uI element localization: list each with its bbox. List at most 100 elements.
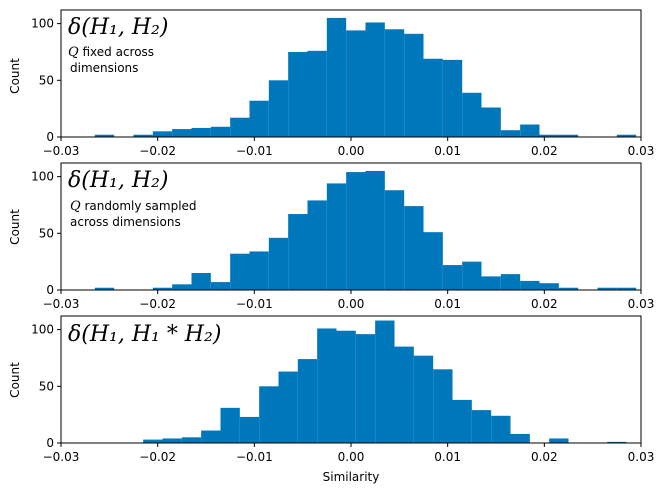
- panel-3-xtick-label-5: 0.02: [531, 450, 558, 464]
- panel-2-bar-14: [384, 190, 405, 290]
- panel-3-xtick-label-2: −0.01: [236, 450, 273, 464]
- panel-3-ytick-label-50: 50: [39, 379, 54, 393]
- panel-3-ytick-label-100: 100: [31, 323, 54, 337]
- panel-1-bar-23: [539, 134, 559, 137]
- panel-2-bar-8: [268, 237, 289, 290]
- panel-3-bar-3: [181, 437, 202, 443]
- panel-1-xtick-label-6: 0.03: [628, 144, 655, 158]
- panel-1-bar-11: [307, 50, 327, 138]
- panel-2-bar-23: [558, 287, 579, 290]
- panel-2-bar-15: [404, 206, 424, 290]
- panel-1-xtick-label-1: −0.02: [139, 144, 176, 158]
- panel-2-ylabel: Count: [8, 209, 22, 245]
- panel-2-annotation-line2: across dimensions: [70, 215, 181, 229]
- panel-1-bar-10: [288, 51, 308, 138]
- x-axis-label: Similarity: [323, 470, 380, 484]
- panel-3-bar-16: [433, 369, 453, 443]
- panel-2-annotation-math: δ(H₁, H₂): [68, 168, 168, 193]
- panel-2-xtick-label-3: 0.00: [338, 297, 365, 311]
- panel-2-ytick-label-0: 0: [46, 283, 54, 297]
- panel-2-bar-10: [307, 200, 327, 290]
- panel-3-bar-15: [413, 355, 434, 443]
- panel-2-xtick-label-6: 0.03: [628, 297, 655, 311]
- panel-1-plot: 0 50 100 −0.03 −0.02 −0.01 0.00 0.01 0.02 0.03: [31, 9, 655, 158]
- panel-1-xtick-label-0: −0.03: [43, 144, 80, 158]
- panel-1-annotation-math: δ(H₁, H₂): [68, 15, 168, 40]
- panel-3-bar-4: [201, 430, 221, 443]
- panel-2-bar-13: [365, 170, 385, 290]
- panel-2-xtick-label-0: −0.03: [43, 297, 80, 311]
- panel-2-bar-25: [616, 287, 637, 290]
- panel-1-bar-6: [210, 126, 231, 137]
- panel-3: Count δ(H₁, H₁ * H₂): [8, 322, 221, 398]
- panel-1-bar-15: [384, 29, 405, 137]
- panel-3-ylabel: Count: [8, 362, 22, 398]
- panel-3-ytick-label-0: 0: [46, 436, 54, 450]
- panel-2: Count δ(H₁, H₂) Q randomly sampled acros…: [8, 168, 197, 245]
- panel-2-bar-22: [539, 283, 559, 290]
- panel-3-bar-12: [355, 334, 376, 443]
- panel-2-bar-18: [462, 261, 482, 290]
- panel-2-bar-7: [249, 251, 269, 290]
- panel-3-bar-20: [510, 433, 530, 443]
- panel-2-bar-12: [346, 172, 366, 290]
- panel-3-xtick-label-4: 0.01: [434, 450, 461, 464]
- panel-1-xtick-label-5: 0.02: [531, 144, 558, 158]
- panel-2-annotation-line1: Q randomly sampled: [70, 199, 197, 214]
- panel-1-bar-7: [230, 117, 250, 137]
- panel-2-bar-2: [152, 287, 173, 290]
- panel-3-plot: 0 50 100 −0.03 −0.02 −0.01 0.00 0.01 0.02 0.03: [31, 315, 654, 464]
- panel-1-bar-5: [191, 127, 211, 137]
- panel-3-bar-9: [297, 359, 318, 443]
- panel-1-bar-14: [365, 22, 385, 138]
- panel-2-bar-20: [500, 274, 521, 290]
- panel-1-bar-19: [462, 92, 482, 137]
- panel-2-bar-5: [210, 282, 231, 290]
- panel-2-bar-4: [191, 272, 211, 290]
- panel-2-bar-9: [288, 214, 308, 290]
- panel-2-bar-3: [172, 284, 192, 290]
- panel-1-ytick-label-0: 0: [46, 130, 54, 144]
- panel-3-bar-6: [239, 416, 260, 443]
- panel-1-bar-17: [423, 58, 443, 138]
- panel-2-bar-6: [230, 253, 250, 290]
- panel-1-ytick-label-50: 50: [39, 73, 54, 87]
- panel-2-bar-11: [326, 183, 347, 290]
- panel-1-bar-20: [481, 107, 501, 137]
- panel-1-bar-18: [442, 59, 463, 138]
- panel-2-bar-21: [520, 280, 540, 290]
- panel-3-bar-11: [336, 330, 356, 443]
- panel-2-bar-19: [481, 276, 501, 290]
- panel-2-bar-17: [442, 265, 463, 290]
- panel-1-bar-1: [94, 134, 115, 137]
- panel-2-bar-16: [423, 232, 443, 290]
- panel-1-ytick-label-100: 100: [31, 17, 54, 31]
- panel-1-bar-25: [616, 134, 637, 137]
- panel-3-bar-1: [143, 439, 163, 443]
- panel-3-annotation-math: δ(H₁, H₁ * H₂): [68, 322, 221, 347]
- panel-2-plot: 0 50 100 −0.03 −0.02 −0.01 0.00 0.01 0.02 0.03: [31, 162, 655, 311]
- panel-2-xtick-label-2: −0.01: [236, 297, 273, 311]
- panel-2-xtick-label-5: 0.02: [531, 297, 558, 311]
- panel-2-bar-1: [94, 287, 115, 290]
- panel-3-bar-5: [220, 407, 240, 443]
- panel-1: Count δ(H₁, H₂) Q fixed across dimension…: [8, 15, 168, 94]
- panel-1-bar-22: [520, 124, 540, 137]
- panel-1-bar-9: [268, 80, 289, 137]
- panel-3-bar-21: [549, 438, 569, 443]
- panel-1-bar-16: [404, 33, 424, 137]
- panel-2-xtick-label-4: 0.01: [434, 297, 461, 311]
- panel-3-bar-18: [471, 410, 492, 443]
- panel-1-xtick-label-4: 0.01: [434, 144, 461, 158]
- panel-3-bar-8: [278, 371, 298, 443]
- panel-1-xtick-label-3: 0.00: [338, 144, 365, 158]
- panel-1-ylabel: Count: [8, 58, 22, 94]
- panel-1-bar-2: [133, 134, 153, 137]
- panel-2-bar-24: [597, 287, 617, 290]
- panel-2-ytick-label-100: 100: [31, 170, 54, 184]
- panel-1-bar-3: [152, 131, 173, 137]
- panel-3-bar-2: [162, 438, 182, 443]
- panel-3-xtick-label-1: −0.02: [139, 450, 176, 464]
- panel-3-bar-7: [259, 386, 279, 443]
